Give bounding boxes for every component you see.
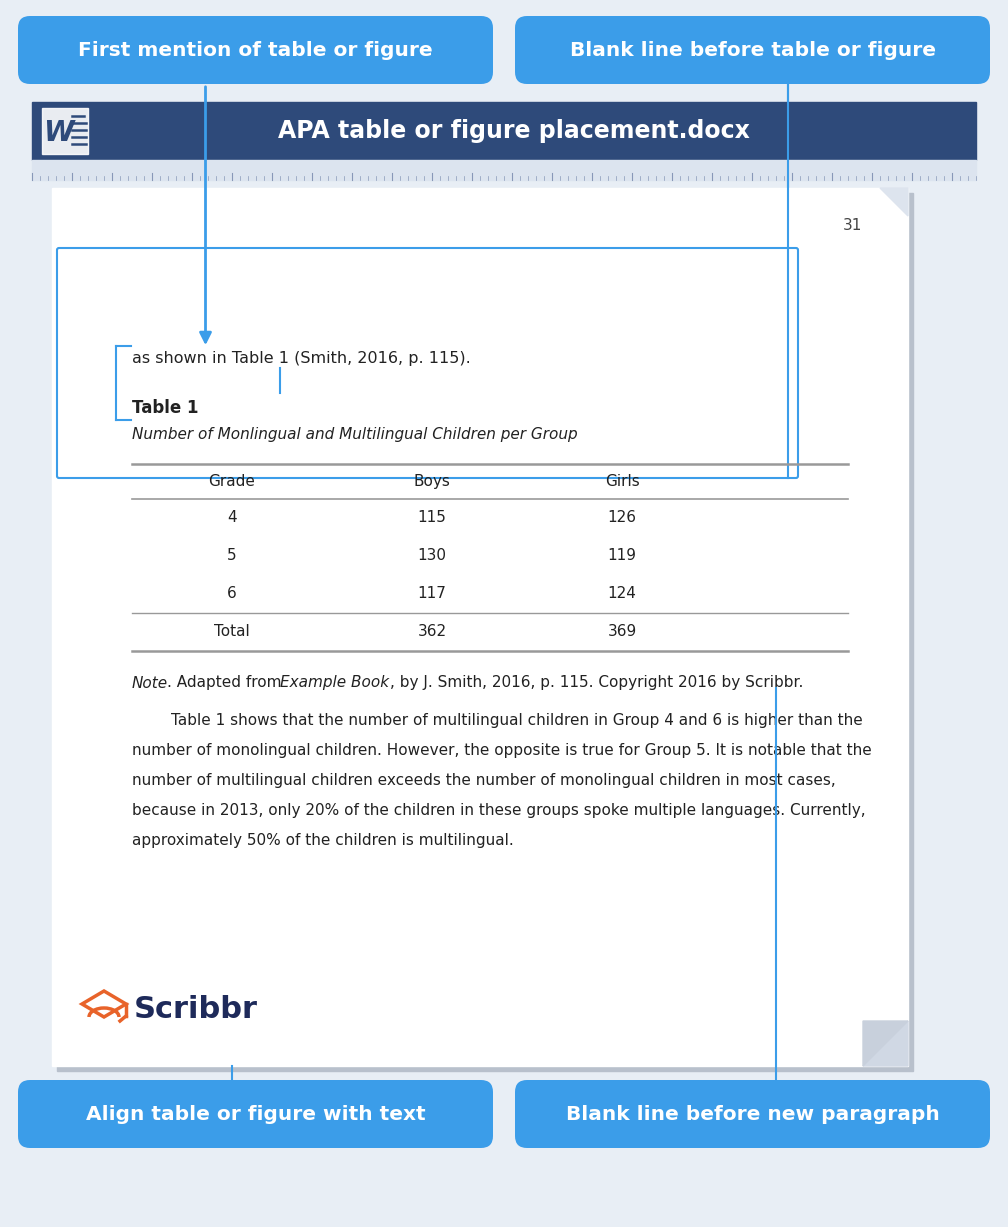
Polygon shape [863, 1021, 908, 1066]
Text: Total: Total [214, 625, 250, 639]
Text: 369: 369 [608, 625, 637, 639]
Text: Blank line before new paragraph: Blank line before new paragraph [565, 1104, 939, 1124]
Bar [57, 193, 913, 1071]
Text: 124: 124 [608, 587, 636, 601]
Text: 362: 362 [417, 625, 447, 639]
Text: Blank line before table or figure: Blank line before table or figure [570, 40, 935, 59]
FancyBboxPatch shape [515, 16, 990, 83]
Text: APA table or figure placement.docx: APA table or figure placement.docx [278, 119, 750, 144]
FancyBboxPatch shape [515, 1080, 990, 1148]
Bar [42, 108, 88, 155]
Bar [32, 160, 976, 180]
Text: 126: 126 [608, 510, 636, 525]
Text: because in 2013, only 20% of the children in these groups spoke multiple languag: because in 2013, only 20% of the childre… [132, 804, 866, 818]
Text: 5: 5 [227, 548, 237, 563]
Text: as shown in Table 1 (Smith, 2016, p. 115).: as shown in Table 1 (Smith, 2016, p. 115… [132, 351, 471, 366]
Text: Example Book: Example Book [280, 676, 389, 691]
Text: 115: 115 [417, 510, 447, 525]
Text: W: W [42, 119, 74, 147]
Text: Boys: Boys [413, 474, 451, 490]
Polygon shape [880, 188, 908, 216]
Text: 4: 4 [227, 510, 237, 525]
Text: First mention of table or figure: First mention of table or figure [79, 40, 432, 59]
Text: approximately 50% of the children is multilingual.: approximately 50% of the children is mul… [132, 833, 514, 849]
Text: , by J. Smith, 2016, p. 115. Copyright 2016 by Scribbr.: , by J. Smith, 2016, p. 115. Copyright 2… [390, 676, 803, 691]
Text: number of monolingual children. However, the opposite is true for Group 5. It is: number of monolingual children. However,… [132, 744, 872, 758]
Text: Note: Note [132, 676, 168, 691]
Text: 130: 130 [417, 548, 447, 563]
Text: 119: 119 [608, 548, 636, 563]
Text: Align table or figure with text: Align table or figure with text [86, 1104, 425, 1124]
Text: Grade: Grade [209, 474, 255, 490]
Polygon shape [863, 1021, 908, 1066]
Text: Girls: Girls [605, 474, 639, 490]
Bar [32, 102, 976, 160]
Text: 117: 117 [417, 587, 447, 601]
FancyBboxPatch shape [18, 16, 493, 83]
Text: Table 1: Table 1 [132, 399, 199, 417]
Text: Table 1 shows that the number of multilingual children in Group 4 and 6 is highe: Table 1 shows that the number of multili… [132, 713, 863, 729]
Text: 6: 6 [227, 587, 237, 601]
Text: . Adapted from: . Adapted from [167, 676, 286, 691]
Text: 31: 31 [844, 218, 863, 233]
Text: Number of Monlingual and Multilingual Children per Group: Number of Monlingual and Multilingual Ch… [132, 427, 578, 442]
Bar [52, 188, 908, 1066]
Text: number of multilingual children exceeds the number of monolingual children in mo: number of multilingual children exceeds … [132, 773, 836, 789]
Text: Scribbr: Scribbr [134, 995, 258, 1025]
FancyBboxPatch shape [18, 1080, 493, 1148]
